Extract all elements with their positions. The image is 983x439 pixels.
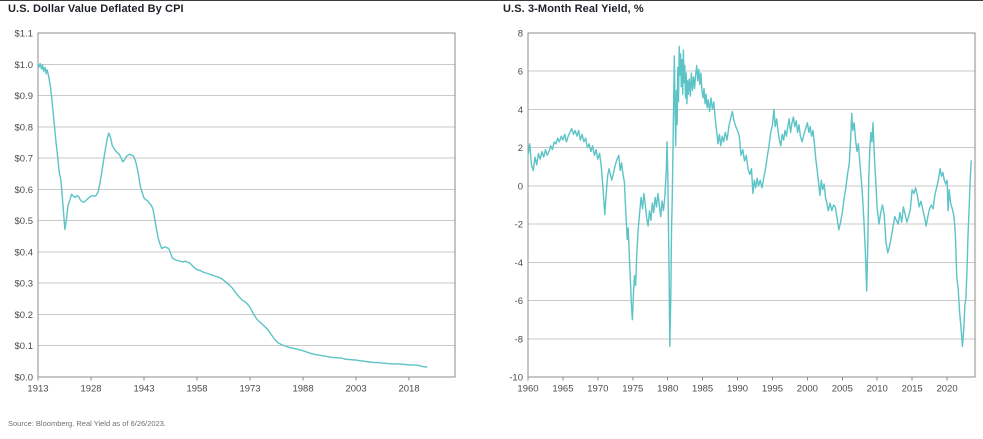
svg-text:-2: -2	[515, 220, 523, 231]
svg-text:2018: 2018	[398, 384, 419, 395]
svg-text:0: 0	[518, 181, 523, 192]
svg-text:$0.8: $0.8	[15, 122, 34, 133]
svg-text:1980: 1980	[657, 384, 678, 395]
svg-text:8: 8	[518, 29, 523, 40]
dollar-value-chart: $0.0 $0.1 $0.2 $0.3 $0.4 $0.5 $0.6 $0.7 $0.8 $0.9…	[15, 29, 456, 395]
svg-text:1995: 1995	[762, 384, 783, 395]
svg-text:1960: 1960	[517, 384, 538, 395]
svg-text:1943: 1943	[133, 384, 154, 395]
svg-text:-10: -10	[509, 373, 523, 384]
svg-text:2000: 2000	[797, 384, 818, 395]
svg-text:$0.7: $0.7	[15, 154, 34, 165]
svg-text:$0.1: $0.1	[15, 341, 34, 352]
real-yield-chart: -10 -8 -6 -4 -2 0 2 4 6 8 1960 1965 1970 1975 1980 1985…	[509, 29, 976, 395]
svg-text:$0.2: $0.2	[15, 310, 34, 321]
svg-text:1973: 1973	[239, 384, 260, 395]
svg-text:$1.0: $1.0	[15, 60, 34, 71]
svg-text:-4: -4	[515, 258, 523, 269]
svg-text:$0.4: $0.4	[15, 247, 34, 258]
real-yield-chart-panel: U.S. 3-Month Real Yield, % -10 -8 -6 -4 -2 0 2…	[495, 0, 983, 410]
svg-text:2: 2	[518, 143, 523, 154]
chart-title: U.S. 3-Month Real Yield, %	[503, 3, 644, 15]
svg-text:2020: 2020	[936, 384, 957, 395]
svg-text:4: 4	[518, 105, 523, 116]
svg-text:-6: -6	[515, 296, 523, 307]
svg-text:$0.6: $0.6	[15, 185, 34, 196]
svg-text:1970: 1970	[587, 384, 608, 395]
svg-text:1958: 1958	[186, 384, 207, 395]
svg-text:2010: 2010	[867, 384, 888, 395]
svg-text:$0.3: $0.3	[15, 279, 34, 290]
svg-text:1988: 1988	[292, 384, 313, 395]
svg-text:$1.1: $1.1	[15, 29, 34, 40]
svg-text:2003: 2003	[345, 384, 366, 395]
svg-text:1913: 1913	[27, 384, 48, 395]
svg-text:$0.0: $0.0	[15, 373, 34, 384]
svg-text:6: 6	[518, 67, 523, 78]
svg-text:1975: 1975	[622, 384, 643, 395]
svg-text:1965: 1965	[552, 384, 573, 395]
svg-text:$0.9: $0.9	[15, 91, 34, 102]
chart-title: U.S. Dollar Value Deflated By CPI	[8, 3, 184, 15]
svg-text:1985: 1985	[692, 384, 713, 395]
svg-text:$0.5: $0.5	[15, 216, 34, 227]
top-divider	[0, 0, 983, 1]
svg-text:1990: 1990	[727, 384, 748, 395]
svg-text:2015: 2015	[902, 384, 923, 395]
svg-text:1928: 1928	[80, 384, 101, 395]
svg-text:2005: 2005	[832, 384, 853, 395]
dollar-value-chart-panel: U.S. Dollar Value Deflated By CPI $0.0 $0…	[0, 0, 492, 410]
svg-text:-8: -8	[515, 334, 523, 345]
source-note: Source: Bloomberg. Real Yield as of 6/26…	[8, 419, 167, 428]
